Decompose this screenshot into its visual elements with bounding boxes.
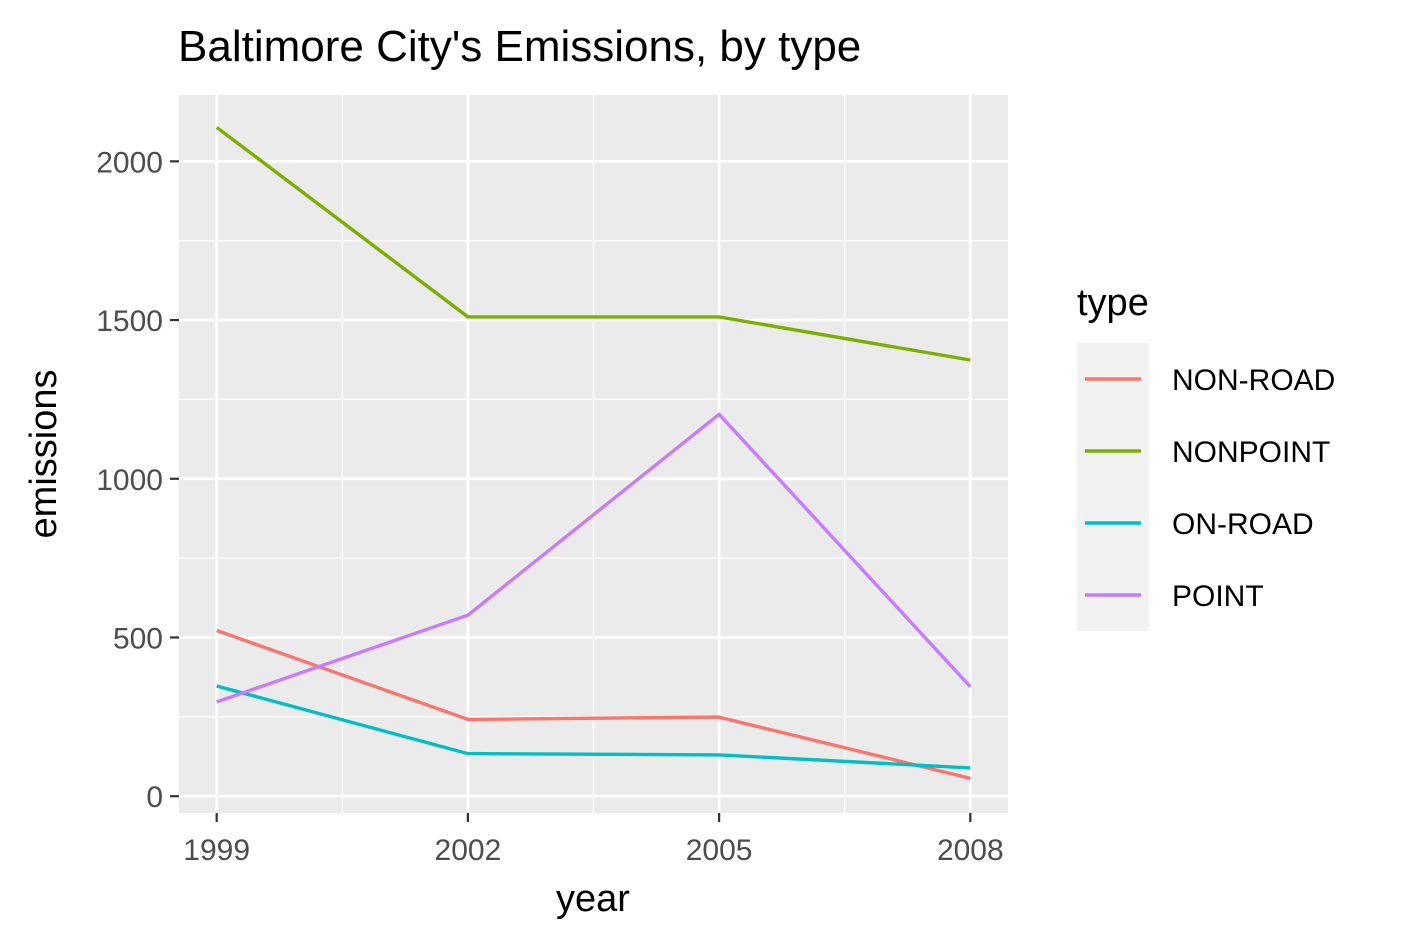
legend-items: NON-ROAD NONPOINT ON-ROAD POINT xyxy=(1085,364,1335,613)
y-tick-label: 0 xyxy=(146,781,163,814)
legend: type NON-ROAD NONPOINT ON-ROAD POINT xyxy=(1077,282,1335,631)
y-tick-label: 1000 xyxy=(96,464,163,497)
series-lines xyxy=(215,126,972,781)
series-line-point xyxy=(216,412,972,704)
major-gridlines xyxy=(179,95,1008,813)
x-tick-label: 2008 xyxy=(937,834,1004,867)
x-tick-label: 2002 xyxy=(435,834,502,867)
y-axis-title: emissions xyxy=(23,370,65,539)
legend-label: NON-ROAD xyxy=(1172,364,1335,397)
legend-label: POINT xyxy=(1172,580,1264,613)
y-tick-label: 2000 xyxy=(96,146,163,179)
legend-key-background xyxy=(1077,343,1149,631)
x-tick-label: 1999 xyxy=(183,834,250,867)
legend-label: NONPOINT xyxy=(1172,436,1330,469)
series-line-non-road xyxy=(216,628,971,781)
y-tick-label: 500 xyxy=(113,622,163,655)
y-tick-label: 1500 xyxy=(96,305,163,338)
minor-gridlines xyxy=(179,95,1008,813)
x-axis-title: year xyxy=(556,878,630,920)
legend-label: ON-ROAD xyxy=(1172,508,1314,541)
series-line-nonpoint xyxy=(215,126,971,362)
x-axis: 1999 2002 2005 2008 xyxy=(183,813,1004,867)
x-tick-label: 2005 xyxy=(686,834,753,867)
series-line-on-road xyxy=(216,684,971,770)
chart-title: Baltimore City's Emissions, by type xyxy=(178,22,861,71)
legend-title: type xyxy=(1077,282,1149,324)
y-axis: 0 500 1000 1500 2000 xyxy=(96,146,179,814)
